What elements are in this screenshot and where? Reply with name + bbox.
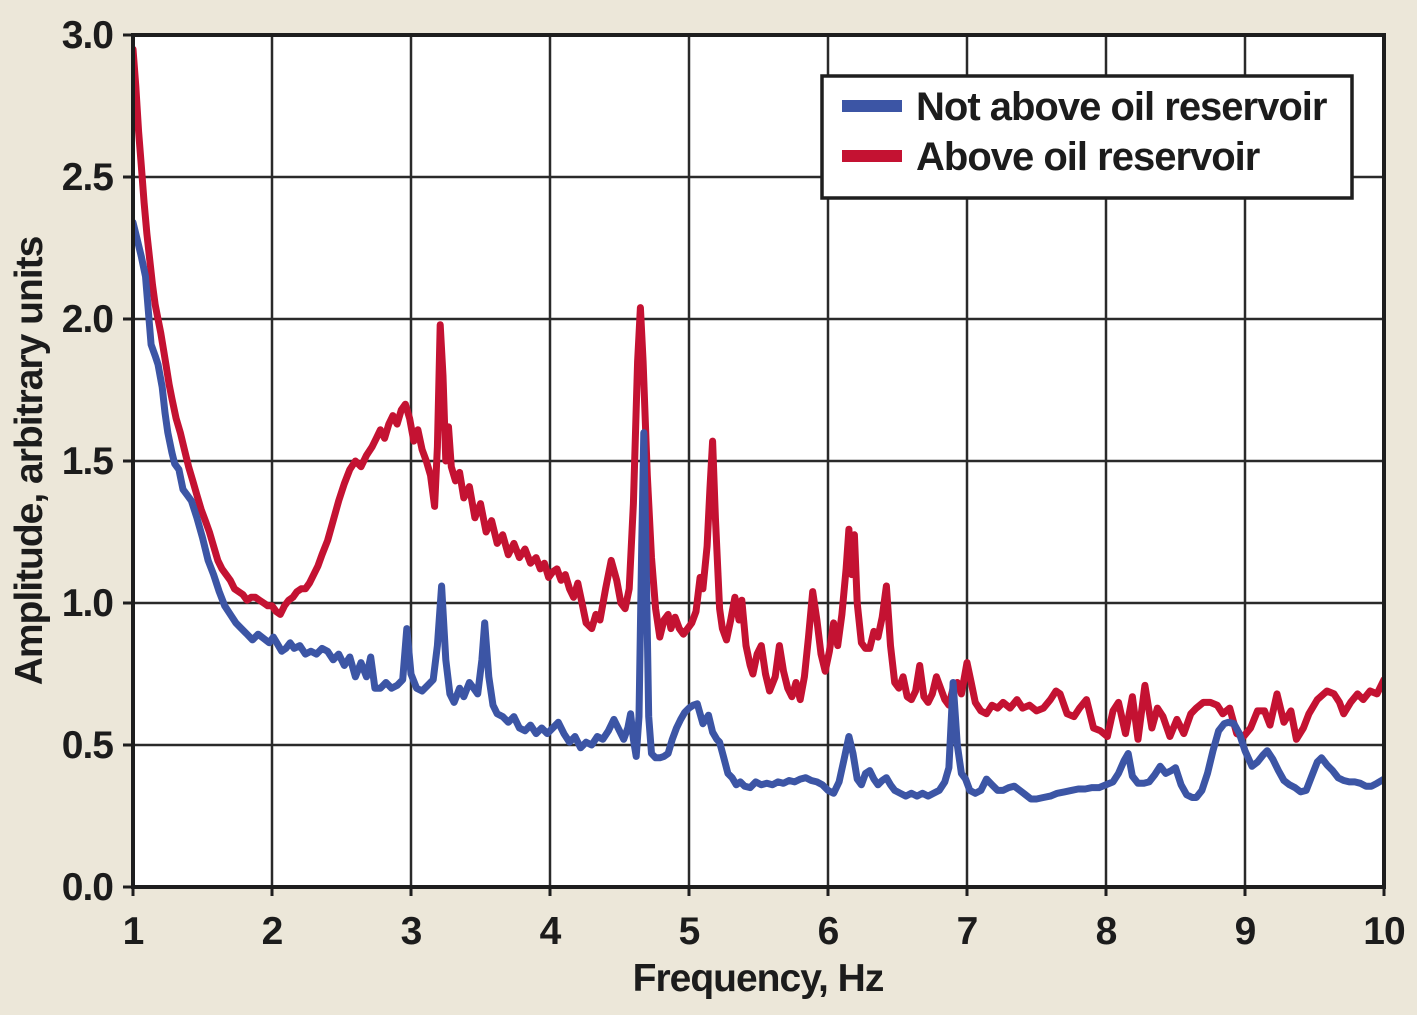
y-tick-label: 2.5 bbox=[62, 156, 114, 199]
legend-box bbox=[820, 74, 1354, 200]
series-line-above-oil-reservoir bbox=[133, 45, 1384, 743]
y-tick-label: 0.0 bbox=[62, 866, 114, 909]
y-tick-label: 1.0 bbox=[62, 582, 114, 625]
legend: Not above oil reservoir Above oil reserv… bbox=[820, 74, 1354, 200]
series-lines bbox=[133, 45, 1384, 803]
x-tick-label: 1 bbox=[123, 910, 144, 953]
legend-label-not-above-oil: Not above oil reservoir bbox=[916, 85, 1327, 129]
x-tick-label: 4 bbox=[540, 910, 562, 953]
x-tick-labels: 1 2 3 4 5 6 7 8 9 10 bbox=[123, 910, 1406, 953]
x-tick-label: 3 bbox=[401, 910, 422, 953]
y-tick-label: 0.5 bbox=[62, 724, 114, 767]
plot-frame bbox=[131, 33, 1386, 889]
x-tick-label: 10 bbox=[1363, 910, 1405, 953]
y-tick-label: 3.0 bbox=[62, 14, 114, 57]
series-line-not-above-oil-reservoir bbox=[133, 218, 1384, 803]
x-tick-label: 9 bbox=[1235, 910, 1256, 953]
x-tick-label: 5 bbox=[679, 910, 700, 953]
y-axis-title: Amplitude, arbitrary units bbox=[8, 236, 51, 685]
x-tick-label: 2 bbox=[262, 910, 283, 953]
x-axis-title: Frequency, Hz bbox=[633, 957, 884, 1000]
y-tick-labels: 3.0 2.5 2.0 1.5 1.0 0.5 0.0 bbox=[62, 14, 115, 909]
x-tick-label: 7 bbox=[957, 910, 978, 953]
y-tick-label: 2.0 bbox=[62, 298, 114, 341]
x-tick-label: 6 bbox=[818, 910, 839, 953]
y-tick-label: 1.5 bbox=[62, 440, 114, 483]
x-tick-label: 8 bbox=[1096, 910, 1117, 953]
legend-label-above-oil: Above oil reservoir bbox=[916, 135, 1260, 179]
